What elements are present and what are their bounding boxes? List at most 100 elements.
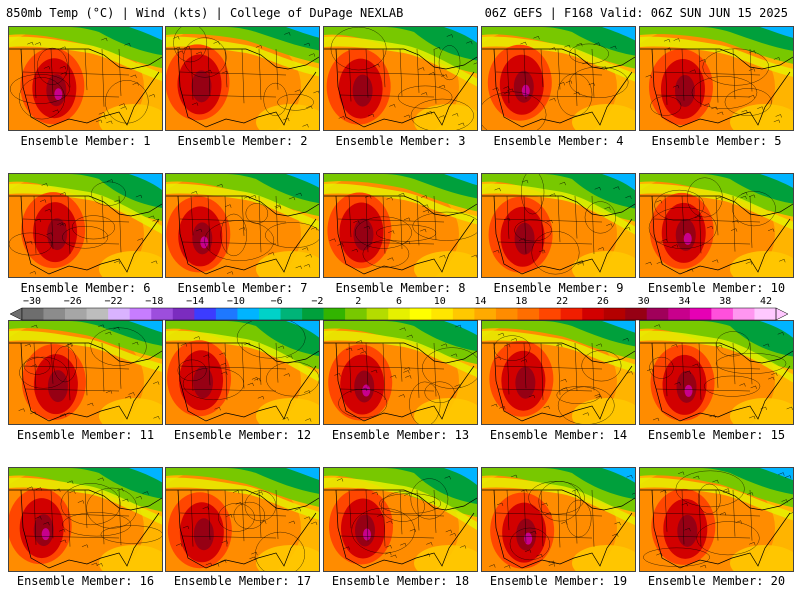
temperature-field-map xyxy=(640,27,793,130)
ensemble-map-panel xyxy=(8,320,163,425)
temperature-field-map xyxy=(324,27,477,130)
colorbar-tick-label: 14 xyxy=(474,296,487,307)
temperature-field-map xyxy=(166,174,319,277)
colorbar-swatch xyxy=(625,308,648,320)
colorbar-swatch xyxy=(409,308,432,320)
temperature-field-map xyxy=(9,468,162,571)
ensemble-map-panel xyxy=(481,467,636,572)
ensemble-map-panel xyxy=(481,173,636,278)
colorbar-swatch xyxy=(172,308,195,320)
colorbar-swatch xyxy=(431,308,454,320)
ensemble-map-panel xyxy=(165,26,320,131)
colorbar-swatch xyxy=(86,308,109,320)
colorbar-tick-label: −2 xyxy=(311,296,324,307)
ensemble-member-label: Ensemble Member: 1 xyxy=(20,134,151,148)
colorbar-tick-label: 42 xyxy=(759,296,773,307)
colorbar-swatch xyxy=(258,308,281,320)
colorbar-swatch xyxy=(194,308,217,320)
ensemble-map-panel xyxy=(323,173,478,278)
ensemble-map-panel xyxy=(8,26,163,131)
ensemble-member-label: Ensemble Member: 11 xyxy=(16,428,155,442)
colorbar-swatch xyxy=(323,308,346,320)
temperature-field-map xyxy=(324,468,477,571)
ensemble-map-panel xyxy=(165,467,320,572)
colorbar-tick-label: −10 xyxy=(226,296,245,307)
colorbar-swatch xyxy=(668,308,691,320)
colorbar-tick-label: −6 xyxy=(270,296,283,307)
colorbar-swatch xyxy=(237,308,260,320)
ensemble-map-panel xyxy=(481,26,636,131)
temperature-field-map xyxy=(482,27,635,130)
model-run-info: 06Z GEFS | F168 Valid: 06Z SUN JUN 15 20… xyxy=(484,6,788,20)
temperature-field-map xyxy=(482,321,635,424)
colorbar-tick-label: 34 xyxy=(678,296,691,307)
temperature-field-map xyxy=(166,27,319,130)
colorbar-min-arrow xyxy=(10,307,23,321)
colorbar-tick-label: −30 xyxy=(22,296,42,307)
colorbar-swatch xyxy=(754,308,777,320)
ensemble-map-panel xyxy=(323,467,478,572)
temperature-colorbar xyxy=(10,307,788,321)
temperature-field-map xyxy=(9,27,162,130)
colorbar-tick-label: 38 xyxy=(719,296,732,307)
ensemble-member-label: Ensemble Member: 7 xyxy=(177,281,308,295)
ensemble-member-label: Ensemble Member: 8 xyxy=(335,281,466,295)
ensemble-member-label: Ensemble Member: 16 xyxy=(16,574,155,588)
colorbar-swatch xyxy=(474,308,497,320)
ensemble-member-label: Ensemble Member: 3 xyxy=(335,134,466,148)
temperature-field-map xyxy=(324,174,477,277)
ensemble-map-panel xyxy=(639,173,794,278)
colorbar-swatch xyxy=(129,308,152,320)
colorbar-swatch xyxy=(689,308,712,320)
colorbar-tick-label: −18 xyxy=(145,296,164,307)
ensemble-map-panel xyxy=(323,26,478,131)
colorbar-swatch xyxy=(603,308,626,320)
temperature-field-map xyxy=(166,321,319,424)
colorbar-swatch xyxy=(345,308,367,320)
colorbar-tick-label: 2 xyxy=(355,296,362,307)
temperature-field-map xyxy=(9,174,162,277)
temperature-field-map xyxy=(9,321,162,424)
colorbar-tick-label: 6 xyxy=(395,296,403,307)
colorbar-swatch xyxy=(517,308,540,320)
ensemble-member-label: Ensemble Member: 17 xyxy=(173,574,312,588)
colorbar-swatch xyxy=(711,308,734,320)
ensemble-map-panel xyxy=(8,467,163,572)
ensemble-member-label: Ensemble Member: 5 xyxy=(651,134,782,148)
ensemble-member-label: Ensemble Member: 4 xyxy=(493,134,624,148)
colorbar-swatch xyxy=(43,308,66,320)
temperature-field-map xyxy=(482,468,635,571)
ensemble-member-label: Ensemble Member: 13 xyxy=(331,428,470,442)
colorbar-swatch xyxy=(215,308,238,320)
colorbar-swatch xyxy=(539,308,561,320)
ensemble-map-panel xyxy=(8,173,163,278)
temperature-field-map xyxy=(640,321,793,424)
colorbar-tick-label: 18 xyxy=(515,296,528,307)
colorbar-tick-label: 22 xyxy=(556,296,569,307)
temperature-field-map xyxy=(640,468,793,571)
temperature-field-map xyxy=(166,468,319,571)
ensemble-member-label: Ensemble Member: 9 xyxy=(493,281,624,295)
ensemble-map-panel xyxy=(165,320,320,425)
ensemble-member-label: Ensemble Member: 14 xyxy=(489,428,628,442)
colorbar-max-arrow xyxy=(775,307,788,321)
temperature-field-map xyxy=(482,174,635,277)
ensemble-map-panel xyxy=(639,26,794,131)
temperature-field-map xyxy=(640,174,793,277)
ensemble-map-panel xyxy=(481,320,636,425)
temperature-field-map xyxy=(324,321,477,424)
map-title: 850mb Temp (°C) | Wind (kts) | College o… xyxy=(6,6,404,20)
ensemble-member-label: Ensemble Member: 18 xyxy=(331,574,470,588)
ensemble-member-label: Ensemble Member: 6 xyxy=(20,281,151,295)
colorbar-swatch xyxy=(22,308,44,320)
colorbar-swatch xyxy=(280,308,303,320)
colorbar-swatch xyxy=(646,308,669,320)
colorbar-swatch xyxy=(732,308,755,320)
colorbar-tick-label: 26 xyxy=(596,296,609,307)
ensemble-member-label: Ensemble Member: 2 xyxy=(177,134,308,148)
ensemble-map-panel xyxy=(639,467,794,572)
colorbar-swatch xyxy=(151,308,174,320)
colorbar-swatch xyxy=(108,308,131,320)
ensemble-member-label: Ensemble Member: 15 xyxy=(647,428,786,442)
ensemble-member-label: Ensemble Member: 20 xyxy=(647,574,786,588)
